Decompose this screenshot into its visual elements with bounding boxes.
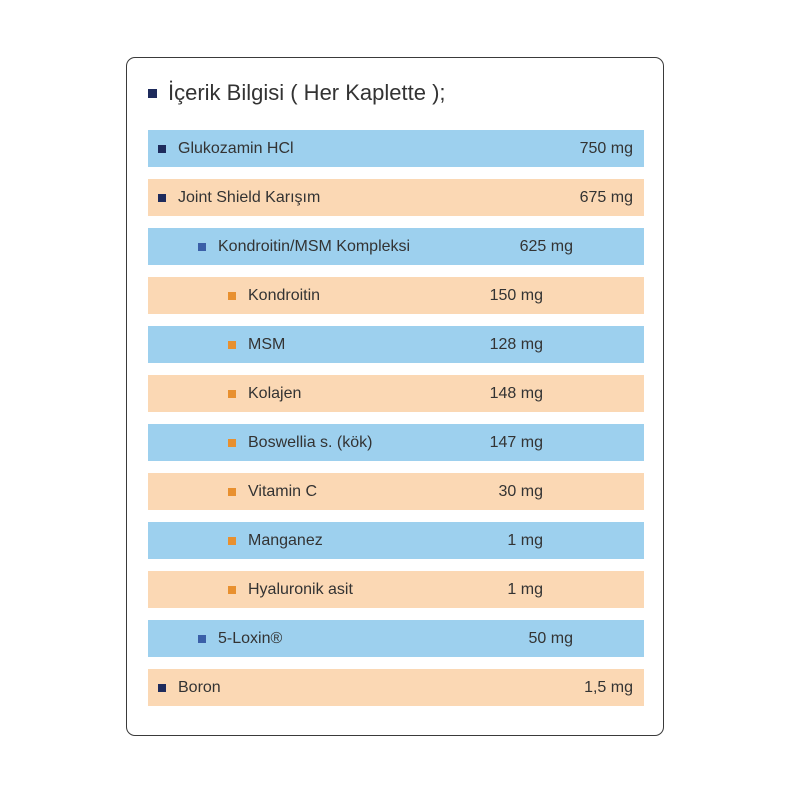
square-bullet-icon [228, 536, 236, 545]
ingredient-name: Glukozamin HCl [178, 139, 294, 157]
ingredient-name: Kondroitin [248, 286, 321, 304]
ingredient-amount: 128 mg [489, 336, 543, 353]
square-bullet-icon [228, 438, 236, 447]
ingredient-row: Glukozamin HCl 750 mg [148, 130, 644, 167]
ingredient-amount: 625 mg [519, 238, 573, 255]
ingredient-amount: 50 mg [528, 630, 573, 647]
ingredient-name: 5-Loxin® [218, 629, 283, 647]
square-bullet-icon [228, 389, 236, 398]
square-bullet-icon [158, 193, 166, 202]
section-title: İçerik Bilgisi ( Her Kaplette ); [148, 80, 446, 106]
ingredient-row: Kondroitin 150 mg [148, 277, 644, 314]
square-bullet-icon [228, 291, 236, 300]
ingredient-amount: 1,5 mg [584, 679, 633, 696]
ingredient-name: Boswellia s. (kök) [248, 433, 373, 451]
ingredient-row: Joint Shield Karışım 675 mg [148, 179, 644, 216]
square-bullet-icon [148, 88, 157, 98]
square-bullet-icon [158, 683, 166, 692]
ingredient-amount: 147 mg [489, 434, 543, 451]
ingredient-name: Joint Shield Karışım [178, 188, 321, 206]
ingredient-amount: 148 mg [489, 385, 543, 402]
ingredient-row: Manganez 1 mg [148, 522, 644, 559]
ingredient-name: Boron [178, 678, 221, 696]
title-text: İçerik Bilgisi ( Her Kaplette ); [168, 80, 446, 105]
ingredient-row: Boswellia s. (kök) 147 mg [148, 424, 644, 461]
ingredient-row: 5-Loxin® 50 mg [148, 620, 644, 657]
square-bullet-icon [198, 634, 206, 643]
ingredient-row: Kolajen 148 mg [148, 375, 644, 412]
ingredient-amount: 675 mg [579, 189, 633, 206]
ingredient-name: Vitamin C [248, 482, 318, 500]
ingredient-amount: 1 mg [507, 532, 543, 549]
square-bullet-icon [228, 585, 236, 594]
ingredient-amount: 1 mg [507, 581, 543, 598]
ingredient-row: MSM 128 mg [148, 326, 644, 363]
ingredient-row: Hyaluronik asit 1 mg [148, 571, 644, 608]
square-bullet-icon [228, 340, 236, 349]
ingredient-amount: 750 mg [579, 140, 633, 157]
ingredient-name: Manganez [248, 531, 323, 549]
ingredient-card [126, 57, 664, 736]
square-bullet-icon [198, 242, 206, 251]
ingredient-name: Hyaluronik asit [248, 580, 353, 598]
ingredient-row: Vitamin C 30 mg [148, 473, 644, 510]
ingredient-row: Kondroitin/MSM Kompleksi 625 mg [148, 228, 644, 265]
ingredient-amount: 150 mg [489, 287, 543, 304]
ingredient-name: Kondroitin/MSM Kompleksi [218, 237, 411, 255]
ingredient-row: Boron 1,5 mg [148, 669, 644, 706]
ingredient-name: Kolajen [248, 384, 302, 402]
ingredient-amount: 30 mg [498, 483, 543, 500]
square-bullet-icon [158, 144, 166, 153]
ingredient-list: Glukozamin HCl 750 mg Joint Shield Karışım… [148, 130, 644, 718]
ingredient-name: MSM [248, 335, 286, 353]
square-bullet-icon [228, 487, 236, 496]
